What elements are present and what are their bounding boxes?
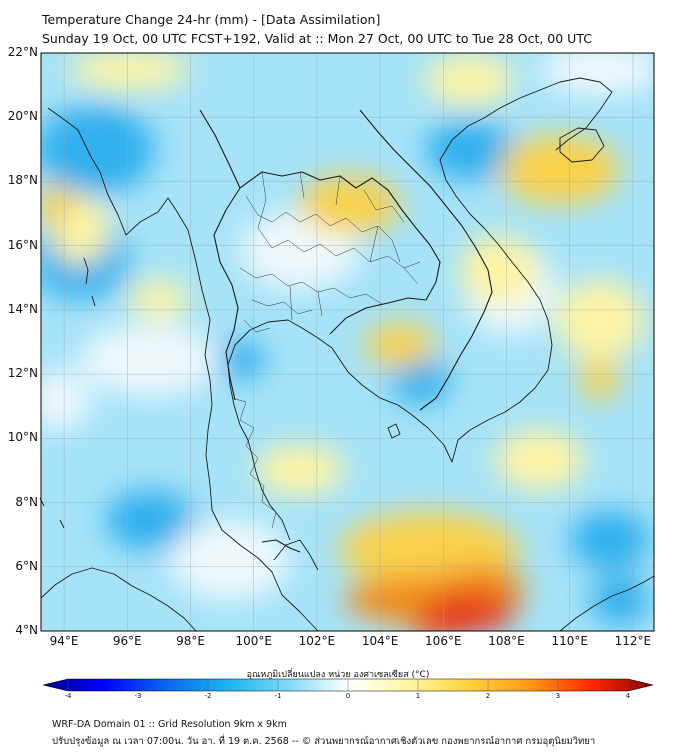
thailand-malaysia-border: [261, 539, 301, 553]
province-boundaries: [231, 171, 421, 529]
lat-label: 16°N: [7, 237, 38, 252]
andaman-islands: [83, 257, 96, 307]
model-info: WRF-DA Domain 01 :: Grid Resolution 9km …: [52, 719, 287, 730]
lon-label: 100°E: [235, 634, 272, 648]
lat-label: 10°N: [7, 430, 38, 445]
phu-quoc-island: [387, 423, 401, 439]
map-frame: [40, 52, 655, 632]
lon-label: 108°E: [488, 634, 525, 648]
lon-label: 106°E: [425, 634, 462, 648]
anomaly-blob: [495, 430, 585, 490]
anomaly-blob: [580, 360, 620, 400]
colorbar-tick-label: 2: [485, 692, 491, 700]
lat-label: 8°N: [15, 494, 38, 509]
sumatra-coast: [40, 567, 197, 632]
anomaly-blob: [460, 235, 540, 305]
lat-label: 18°N: [7, 173, 38, 188]
anomaly-blob: [555, 280, 645, 360]
lat-label: 14°N: [7, 301, 38, 316]
colorbar-tick-label: 3: [555, 692, 561, 700]
province-lines-central: [239, 267, 383, 333]
national-borders: [199, 109, 493, 553]
colorbar-tick-marks: [67, 679, 629, 691]
anomaly-blob: [500, 135, 620, 205]
field-blobs: [41, 53, 654, 631]
anomaly-blob: [590, 575, 650, 625]
cambodia-vietnam-border: [419, 311, 485, 411]
colorbar-tick-label: -2: [204, 692, 212, 700]
anomaly-blob: [41, 183, 73, 227]
temperature-change-field: [41, 53, 654, 631]
anomaly-blob: [365, 323, 435, 367]
lon-label: 96°E: [112, 634, 142, 648]
colorbar-title: อุณหภูมิเปลี่ยนแปลง หน่วย องศาเซลเซียส (…: [246, 670, 430, 680]
anomaly-blob: [41, 370, 90, 430]
lon-label: 98°E: [176, 634, 205, 648]
anomaly-blob: [410, 618, 480, 631]
anomaly-blob: [170, 520, 290, 600]
map-title: Temperature Change 24-hr (mm) - [Data As…: [42, 12, 381, 27]
province-lines-east: [363, 189, 419, 285]
anomaly-blob: [540, 53, 654, 95]
anomaly-blob: [570, 510, 650, 570]
anomaly-blob: [215, 340, 265, 380]
colorbar-tick-label: 4: [625, 692, 631, 700]
lon-label: 112°E: [614, 634, 652, 648]
anomaly-blob: [300, 175, 400, 235]
province-lines-north: [245, 171, 421, 269]
hainan-island: [559, 127, 605, 163]
thailand-myanmar-border: [199, 109, 241, 401]
lon-label: 102°E: [298, 634, 336, 648]
update-credit: ปรับปรุงข้อมูล ณ เวลา 07:00น. วัน อา. ที…: [52, 736, 596, 747]
borneo-coast: [559, 575, 655, 632]
anomaly-blob: [70, 53, 190, 90]
province-lines-south: [231, 397, 277, 529]
lat-label: 22°N: [7, 45, 38, 59]
anomaly-blob: [390, 355, 450, 405]
map-panel: [39, 52, 655, 632]
lon-label: 110°E: [551, 634, 588, 648]
colorbar-tick-label: 1: [415, 692, 421, 700]
anomaly-blob: [80, 325, 220, 395]
coastlines: [39, 77, 655, 632]
lat-label: 4°N: [15, 623, 38, 637]
anomaly-blob: [425, 120, 515, 180]
thailand-cambodia-border: [329, 297, 427, 335]
colorbar-tick-label: -4: [64, 692, 72, 700]
colorbar-tick-label: -3: [134, 692, 142, 700]
map-subtitle: Sunday 19 Oct, 00 UTC FCST+192, Valid at…: [42, 31, 592, 46]
lat-label: 20°N: [7, 109, 38, 124]
lon-label: 94°E: [49, 634, 79, 648]
anomaly-blob: [425, 55, 515, 105]
lon-label: 104°E: [361, 634, 399, 648]
anomaly-blob: [255, 445, 345, 495]
colorbar: [42, 678, 654, 692]
colorbar-tick-label: 0: [345, 692, 351, 700]
thailand-laos-border: [239, 171, 441, 301]
laos-vietnam-border: [359, 109, 493, 313]
anomaly-blob: [130, 280, 190, 320]
anomaly-blob: [41, 105, 155, 195]
lat-label: 6°N: [15, 558, 38, 573]
lat-label: 12°N: [7, 366, 38, 381]
graticule: [41, 53, 654, 631]
colorbar-tick-label: -1: [274, 692, 282, 700]
